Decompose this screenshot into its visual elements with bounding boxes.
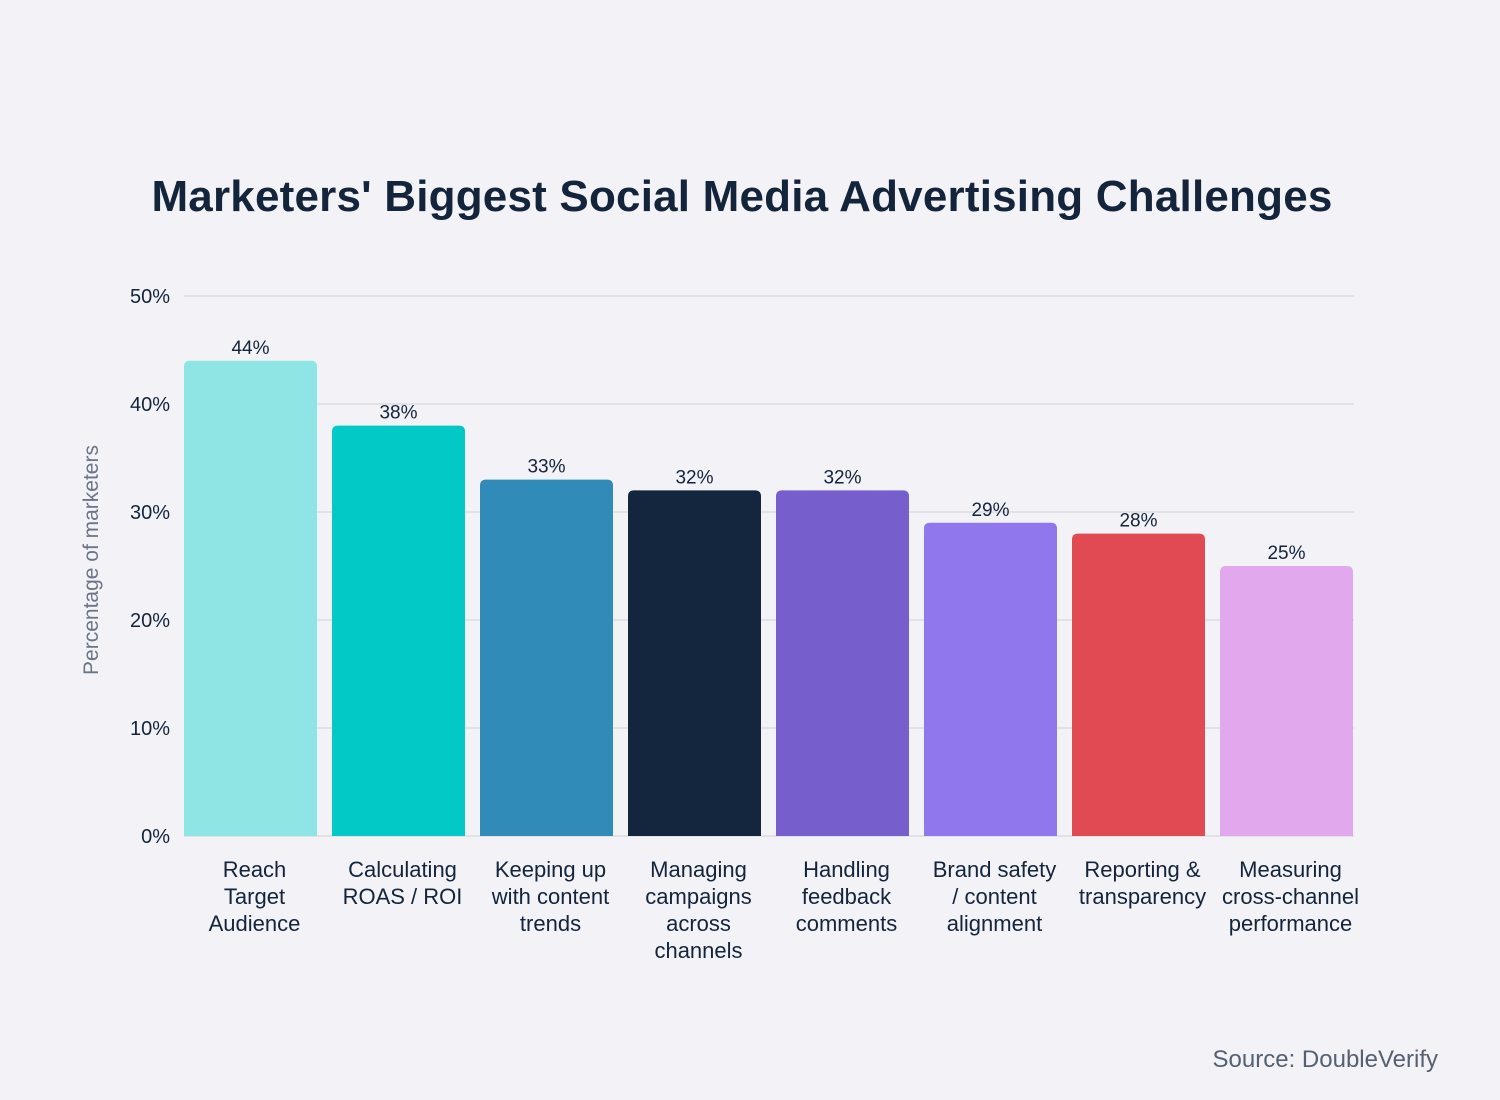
bar bbox=[332, 425, 465, 836]
bar bbox=[1220, 566, 1353, 836]
x-tick-label: Handling feedback comments bbox=[796, 857, 897, 936]
x-tick-label-line: campaigns bbox=[645, 884, 751, 909]
y-axis-ticks: 0% 10% 20% 30% 40% 50% bbox=[130, 286, 170, 848]
data-label: 25% bbox=[1267, 543, 1305, 564]
x-tick-label: Reporting & transparency bbox=[1079, 857, 1206, 909]
y-tick-label: 30% bbox=[130, 502, 170, 524]
y-tick-label: 10% bbox=[130, 718, 170, 740]
x-tick-label-line: with content bbox=[491, 884, 609, 909]
x-tick-label-line: Brand safety bbox=[933, 857, 1057, 882]
y-tick-label: 40% bbox=[130, 394, 170, 416]
bar bbox=[628, 490, 761, 836]
bar bbox=[1072, 533, 1205, 836]
x-tick-label-line: comments bbox=[796, 911, 897, 936]
x-tick-label-line: feedback bbox=[802, 884, 892, 909]
x-tick-label-line: Reporting & bbox=[1084, 857, 1201, 882]
x-tick-label-line: / content bbox=[952, 884, 1036, 909]
data-label: 32% bbox=[823, 467, 861, 488]
y-tick-label: 20% bbox=[130, 610, 170, 632]
data-label: 44% bbox=[231, 338, 269, 359]
x-tick-label: Managing campaigns across channels bbox=[645, 857, 751, 963]
data-label: 38% bbox=[379, 403, 417, 424]
data-label: 29% bbox=[971, 500, 1009, 521]
x-tick-label-line: performance bbox=[1229, 911, 1353, 936]
x-tick-label-line: Managing bbox=[650, 857, 747, 882]
x-tick-label-line: across bbox=[666, 911, 731, 936]
x-tick-label-line: ROAS / ROI bbox=[343, 884, 463, 909]
x-axis-category-labels: Reach Target Audience Calculating ROAS / ROI… bbox=[209, 857, 1359, 963]
chart-title: Marketers' Biggest Social Media Advertis… bbox=[151, 172, 1333, 221]
x-tick-label-line: trends bbox=[520, 911, 581, 936]
x-tick-label: Brand safety / content alignment bbox=[933, 857, 1057, 936]
x-tick-label: Reach Target Audience bbox=[209, 857, 301, 936]
x-tick-label: Measuring cross-channel performance bbox=[1222, 857, 1359, 936]
x-tick-label-line: Handling bbox=[803, 857, 890, 882]
data-label: 33% bbox=[527, 457, 565, 478]
x-tick-label-line: Target bbox=[224, 884, 285, 909]
bar bbox=[184, 360, 317, 836]
data-labels: 44% 38% 33% 32% 32% 29% 28% 25% bbox=[231, 338, 1305, 564]
x-tick-label-line: Keeping up bbox=[495, 857, 606, 882]
data-label: 32% bbox=[675, 467, 713, 488]
y-tick-label: 50% bbox=[130, 286, 170, 308]
x-tick-label: Keeping up with content trends bbox=[491, 857, 609, 936]
y-axis-title: Percentage of marketers bbox=[80, 445, 103, 675]
x-tick-label-line: cross-channel bbox=[1222, 884, 1359, 909]
x-tick-label-line: transparency bbox=[1079, 884, 1206, 909]
x-tick-label-line: Calculating bbox=[348, 857, 457, 882]
bar bbox=[924, 522, 1057, 836]
x-tick-label-line: Measuring bbox=[1239, 857, 1342, 882]
bars bbox=[184, 360, 1353, 836]
bar bbox=[776, 490, 909, 836]
bar bbox=[480, 479, 613, 836]
y-tick-label: 0% bbox=[141, 826, 170, 848]
x-tick-label: Calculating ROAS / ROI bbox=[343, 857, 463, 909]
source-note: Source: DoubleVerify bbox=[1212, 1046, 1438, 1073]
x-tick-label-line: alignment bbox=[947, 911, 1042, 936]
data-label: 28% bbox=[1119, 511, 1157, 532]
x-tick-label-line: Reach bbox=[223, 857, 287, 882]
x-tick-label-line: Audience bbox=[209, 911, 301, 936]
x-tick-label-line: channels bbox=[654, 938, 742, 963]
